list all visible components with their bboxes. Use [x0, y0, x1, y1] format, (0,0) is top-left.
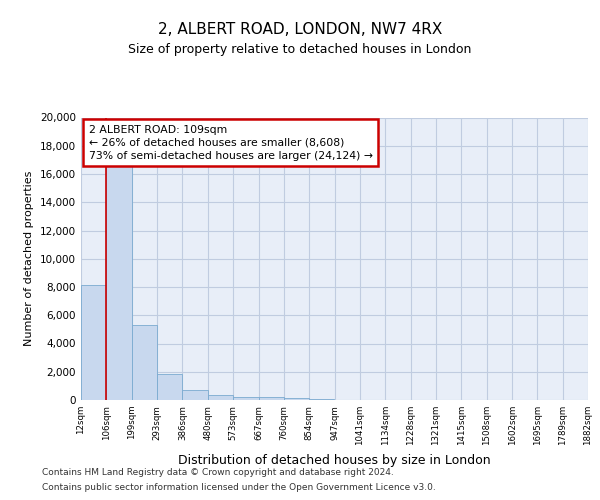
Bar	[132, 325, 157, 400]
Text: Contains HM Land Registry data © Crown copyright and database right 2024.: Contains HM Land Registry data © Crown c…	[42, 468, 394, 477]
Text: Size of property relative to detached houses in London: Size of property relative to detached ho…	[128, 42, 472, 56]
Bar	[106, 166, 132, 400]
Bar	[81, 285, 106, 400]
Text: 2, ALBERT ROAD, LONDON, NW7 4RX: 2, ALBERT ROAD, LONDON, NW7 4RX	[158, 22, 442, 38]
Text: Contains public sector information licensed under the Open Government Licence v3: Contains public sector information licen…	[42, 483, 436, 492]
Bar	[157, 374, 182, 400]
Bar	[284, 398, 309, 400]
Bar	[208, 395, 233, 400]
Bar	[259, 398, 284, 400]
Bar	[182, 390, 208, 400]
Y-axis label: Number of detached properties: Number of detached properties	[25, 171, 34, 346]
Bar	[309, 398, 335, 400]
Text: 2 ALBERT ROAD: 109sqm
← 26% of detached houses are smaller (8,608)
73% of semi-d: 2 ALBERT ROAD: 109sqm ← 26% of detached …	[89, 124, 373, 161]
X-axis label: Distribution of detached houses by size in London: Distribution of detached houses by size …	[178, 454, 491, 466]
Bar	[233, 397, 259, 400]
